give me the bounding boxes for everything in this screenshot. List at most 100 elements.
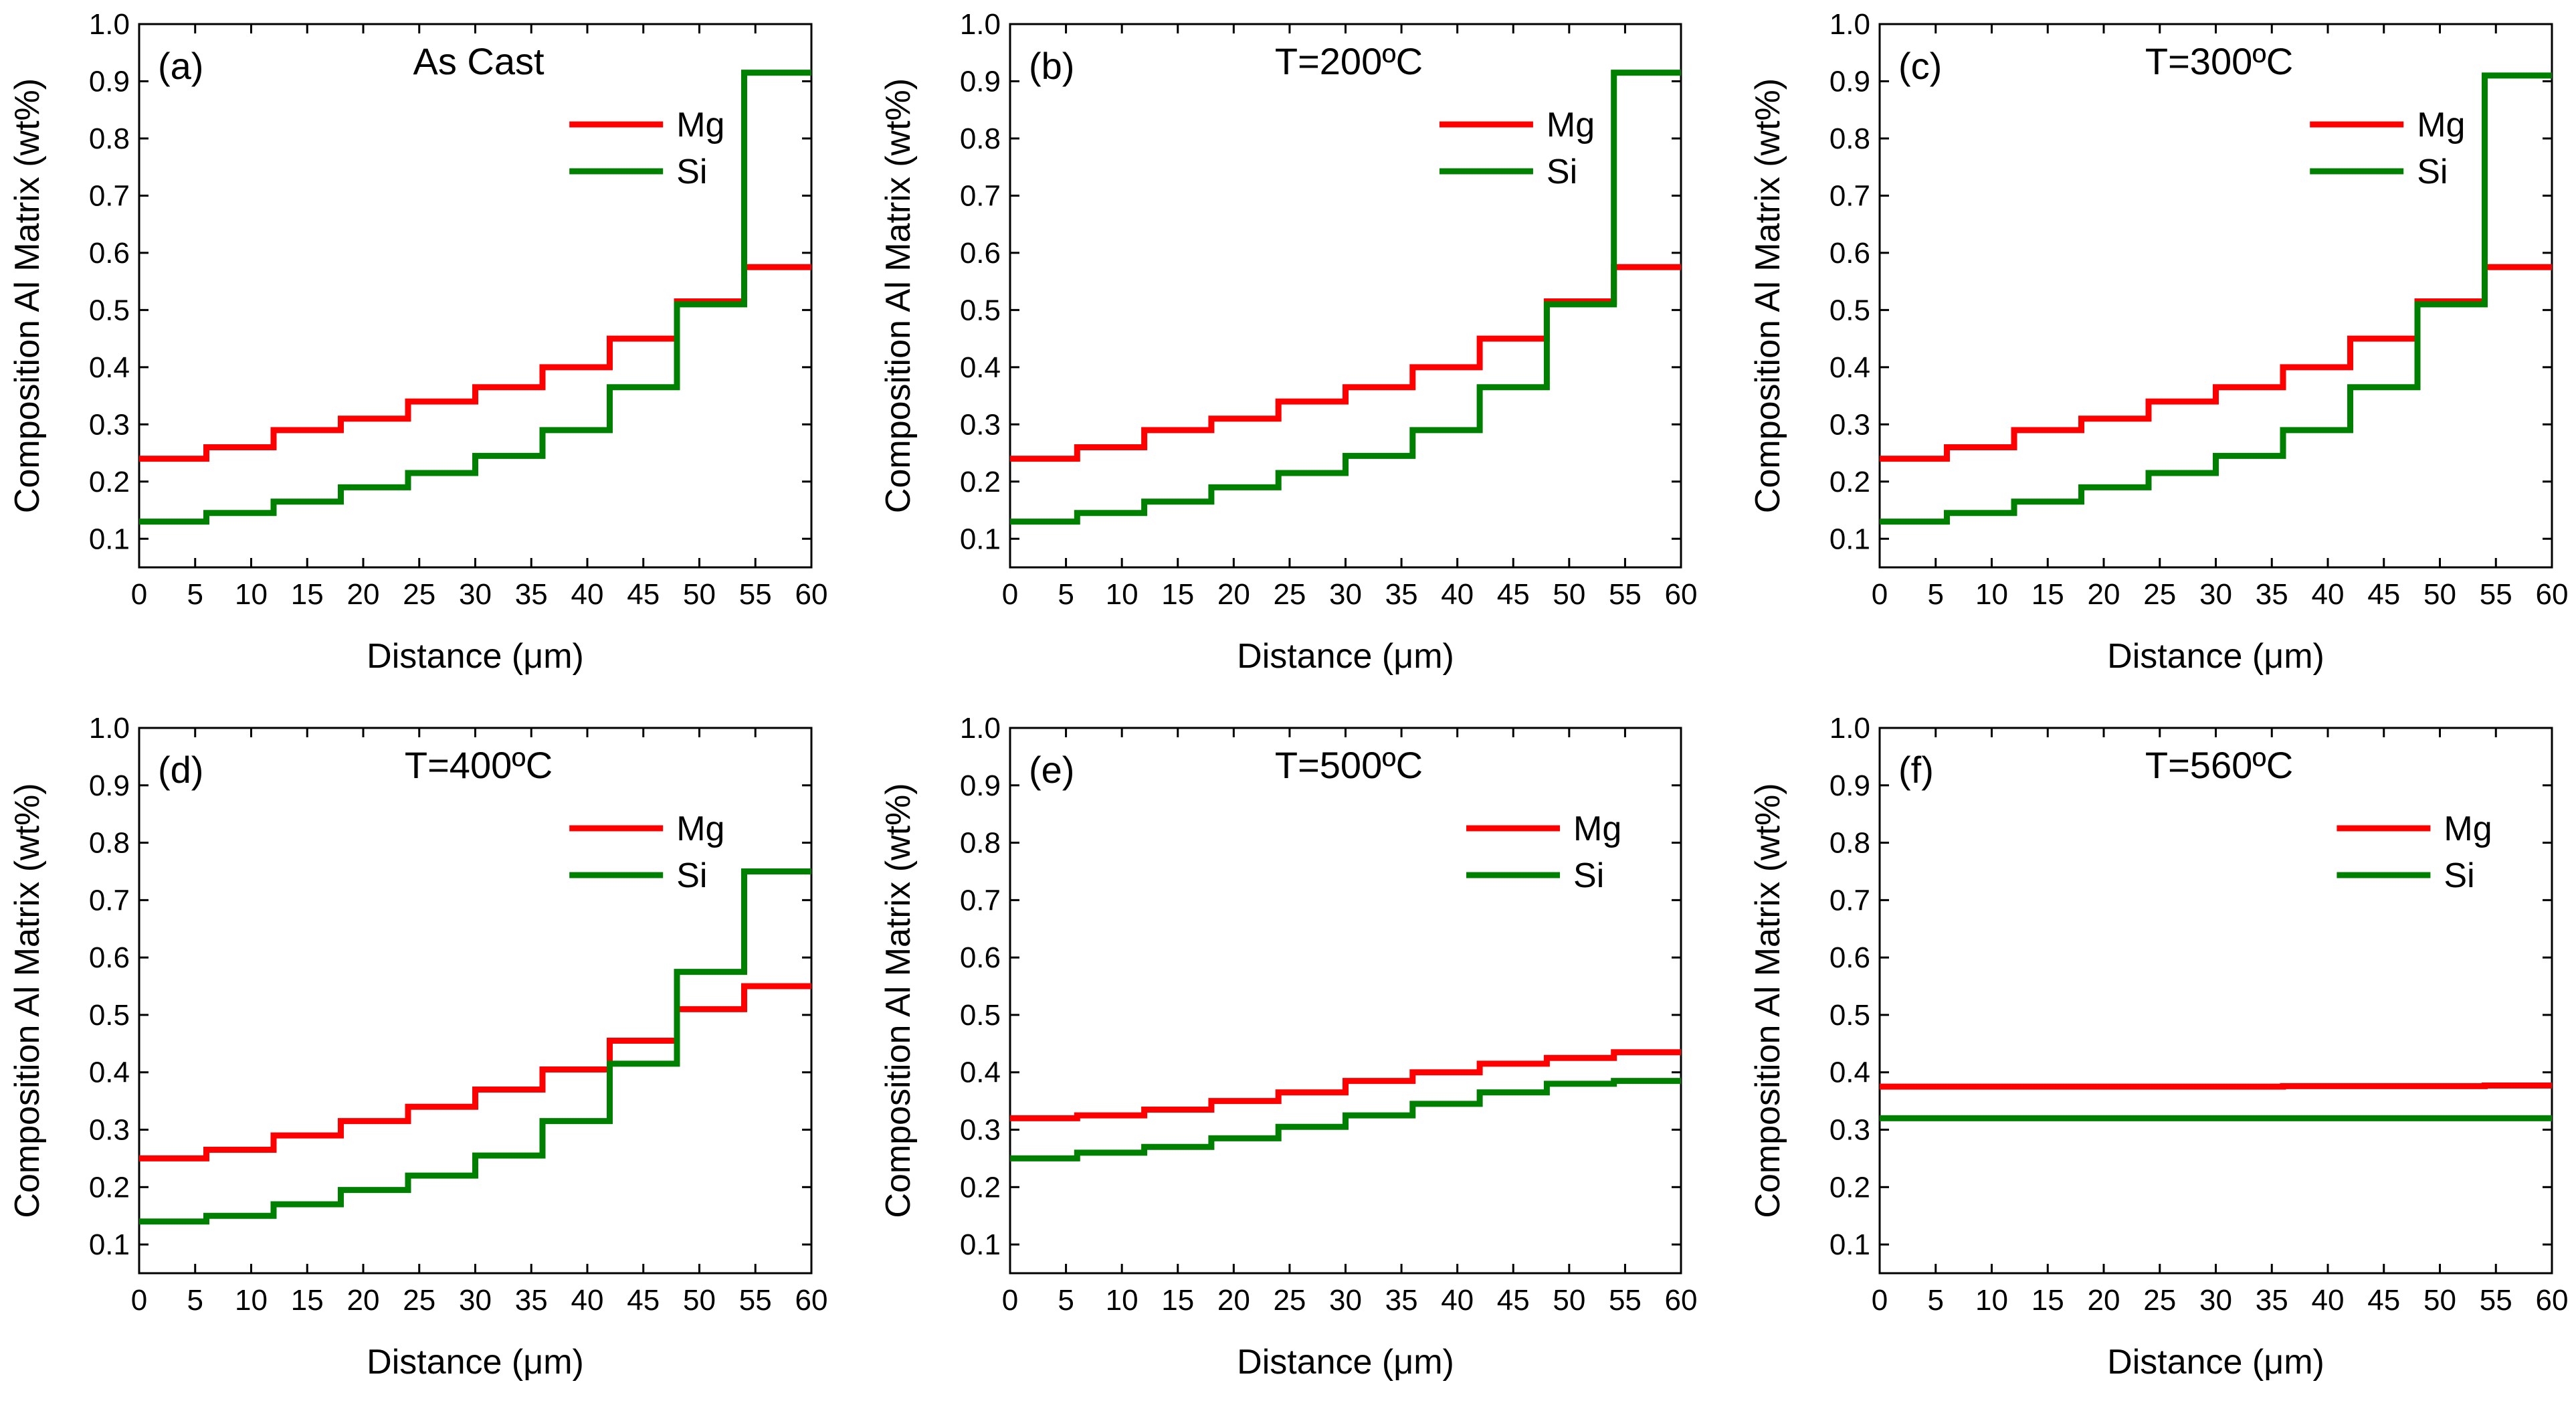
chart-panel: 0 5 10 15 20 25 30 35 40 45 50 55 60 0.1 0.2 0.3 0.4 0.5 0… xyxy=(8,8,827,676)
legend-label-mg: Mg xyxy=(676,106,724,145)
legend-label-si: Si xyxy=(2417,153,2448,191)
y-tick-label: 0.5 xyxy=(960,294,1001,326)
panel-label: (b) xyxy=(1029,45,1074,87)
y-axis-title: Composition Al Matrix (wt%) xyxy=(1749,78,1787,513)
y-tick-label: 0.5 xyxy=(89,294,130,326)
x-tick-label: 55 xyxy=(739,578,772,611)
y-tick-label: 1.0 xyxy=(89,8,130,41)
x-tick-label: 15 xyxy=(291,578,324,611)
y-tick-label: 0.8 xyxy=(1829,122,1870,155)
x-tick-label: 55 xyxy=(2480,1284,2512,1317)
series-line-mg xyxy=(1010,1049,1681,1121)
y-tick-label: 0.2 xyxy=(960,466,1001,498)
x-tick-label: 20 xyxy=(1217,578,1250,611)
x-tick-label: 35 xyxy=(515,1284,548,1317)
y-tick-label: 1.0 xyxy=(1829,8,1870,41)
x-tick-label: 15 xyxy=(1161,1284,1194,1317)
y-tick-label: 0.8 xyxy=(1829,827,1870,860)
x-tick-label: 5 xyxy=(187,1284,203,1317)
x-axis-title: Distance (μm) xyxy=(367,1343,584,1382)
x-tick-label: 50 xyxy=(1553,1284,1585,1317)
x-tick-label: 40 xyxy=(1441,1284,1474,1317)
series-line-mg xyxy=(139,264,811,462)
x-tick-label: 30 xyxy=(1329,578,1362,611)
x-tick-label: 5 xyxy=(1058,1284,1074,1317)
y-tick-label: 0.3 xyxy=(1829,1114,1870,1147)
x-tick-label: 50 xyxy=(2423,1284,2456,1317)
y-tick-label: 0.6 xyxy=(1829,941,1870,974)
x-tick-label: 10 xyxy=(1975,1284,2008,1317)
series-line-si xyxy=(1010,70,1681,525)
y-axis-title: Composition Al Matrix (wt%) xyxy=(8,783,47,1218)
y-tick-label: 0.3 xyxy=(89,408,130,441)
x-tick-label: 10 xyxy=(1106,1284,1138,1317)
y-tick-label: 0.6 xyxy=(960,941,1001,974)
y-tick-label: 1.0 xyxy=(1829,712,1870,745)
panel-title: T=560ºC xyxy=(2145,744,2293,786)
legend-label-mg: Mg xyxy=(1547,106,1595,145)
y-tick-label: 0.3 xyxy=(960,1114,1001,1147)
y-tick-label: 0.7 xyxy=(89,884,130,917)
series-line-si xyxy=(139,868,811,1225)
legend-label-mg: Mg xyxy=(2444,810,2492,848)
y-tick-label: 0.9 xyxy=(89,65,130,98)
x-tick-label: 20 xyxy=(1217,1284,1250,1317)
x-tick-label: 0 xyxy=(1872,1284,1888,1317)
y-tick-label: 0.1 xyxy=(89,1228,130,1261)
x-axis-title: Distance (μm) xyxy=(1237,637,1454,676)
x-tick-label: 35 xyxy=(2256,1284,2288,1317)
x-tick-label: 5 xyxy=(1928,578,1944,611)
y-tick-label: 0.9 xyxy=(1829,769,1870,802)
legend-label-si: Si xyxy=(1547,153,1577,191)
y-tick-label: 0.6 xyxy=(89,237,130,270)
x-tick-label: 60 xyxy=(1665,1284,1698,1317)
x-tick-label: 35 xyxy=(2256,578,2288,611)
y-tick-label: 0.7 xyxy=(960,884,1001,917)
chart-panel: 0 5 10 15 20 25 30 35 40 45 50 55 60 0.1 0.2 0.3 0.4 0.5 0… xyxy=(1749,712,2568,1382)
series-line-si xyxy=(1880,72,2552,525)
y-tick-label: 0.4 xyxy=(89,1056,130,1089)
x-tick-label: 40 xyxy=(1441,578,1474,611)
y-tick-label: 0.3 xyxy=(960,408,1001,441)
y-tick-label: 0.4 xyxy=(89,351,130,384)
x-tick-label: 60 xyxy=(1665,578,1698,611)
x-axis-title: Distance (μm) xyxy=(1237,1343,1454,1382)
x-tick-label: 20 xyxy=(347,1284,380,1317)
panel-title: As Cast xyxy=(413,40,544,82)
panel-label: (c) xyxy=(1898,45,1942,87)
chart-panel: 0 5 10 15 20 25 30 35 40 45 50 55 60 0.1 0.2 0.3 0.4 0.5 0… xyxy=(879,712,1697,1382)
x-tick-label: 0 xyxy=(131,578,147,611)
y-tick-label: 0.1 xyxy=(1829,523,1870,555)
y-tick-label: 0.2 xyxy=(89,466,130,498)
x-tick-label: 10 xyxy=(235,1284,268,1317)
y-tick-label: 0.5 xyxy=(1829,294,1870,326)
x-axis-title: Distance (μm) xyxy=(2107,1343,2324,1382)
x-axis-title: Distance (μm) xyxy=(2107,637,2324,676)
chart-panel: 0 5 10 15 20 25 30 35 40 45 50 55 60 0.1 0.2 0.3 0.4 0.5 0… xyxy=(8,712,827,1382)
x-tick-label: 25 xyxy=(403,578,435,611)
x-tick-label: 55 xyxy=(739,1284,772,1317)
legend-label-mg: Mg xyxy=(676,810,724,848)
x-tick-label: 10 xyxy=(1975,578,2008,611)
x-tick-label: 10 xyxy=(235,578,268,611)
y-tick-label: 0.7 xyxy=(960,179,1001,212)
x-tick-label: 15 xyxy=(2032,578,2064,611)
chart-panel: 0 5 10 15 20 25 30 35 40 45 50 55 60 0.1 0.2 0.3 0.4 0.5 0… xyxy=(1749,8,2568,676)
x-tick-label: 55 xyxy=(2480,578,2512,611)
x-tick-label: 60 xyxy=(795,1284,828,1317)
series-line-si xyxy=(1010,1078,1681,1161)
y-tick-label: 1.0 xyxy=(89,712,130,745)
x-tick-label: 5 xyxy=(187,578,203,611)
y-tick-label: 0.5 xyxy=(1829,999,1870,1032)
x-tick-label: 45 xyxy=(627,1284,660,1317)
y-tick-label: 0.8 xyxy=(89,827,130,860)
x-tick-label: 20 xyxy=(2088,1284,2120,1317)
legend-label-si: Si xyxy=(676,153,707,191)
x-axis-title: Distance (μm) xyxy=(367,637,584,676)
y-tick-label: 0.2 xyxy=(89,1171,130,1204)
y-tick-label: 0.4 xyxy=(960,351,1001,384)
x-tick-label: 25 xyxy=(1273,578,1306,611)
series-line-mg xyxy=(1880,1082,2552,1090)
x-tick-label: 45 xyxy=(627,578,660,611)
